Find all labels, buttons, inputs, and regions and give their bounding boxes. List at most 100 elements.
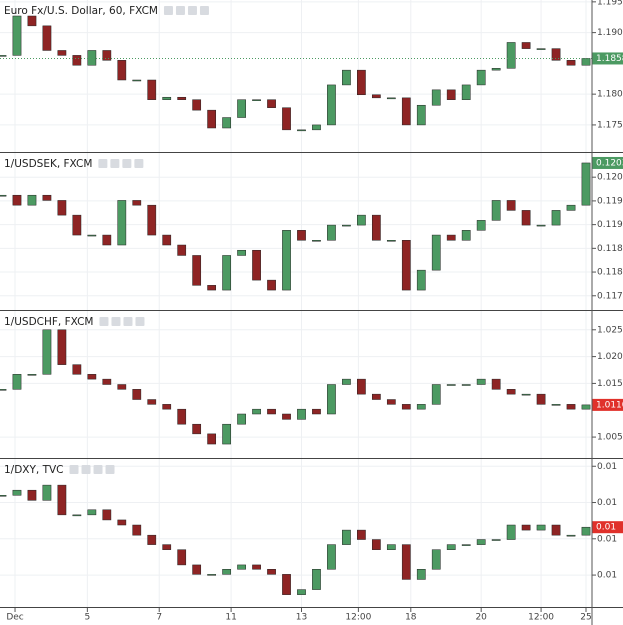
pane-button[interactable] [135, 317, 145, 326]
candle [357, 378, 366, 395]
pane-title: 1/USDSEK, FXCM [4, 158, 92, 170]
candle [252, 408, 261, 415]
candle [12, 194, 22, 206]
pane-button[interactable] [123, 317, 133, 326]
candle [401, 404, 411, 410]
candle [162, 234, 172, 246]
candle [57, 50, 67, 56]
candle [72, 364, 82, 375]
candle [566, 534, 576, 537]
candle [0, 55, 7, 57]
candle [147, 399, 157, 405]
pane-button[interactable] [93, 465, 103, 474]
candle [386, 240, 396, 242]
candle [42, 484, 52, 501]
pane-button[interactable] [163, 6, 173, 15]
candle [566, 404, 576, 410]
candle [312, 240, 321, 242]
candle [252, 99, 261, 101]
pane-button[interactable] [199, 6, 209, 15]
candle [371, 94, 381, 99]
candle [342, 378, 351, 385]
pane-button[interactable] [134, 159, 144, 168]
candle [162, 404, 172, 410]
price-label-bg [592, 398, 623, 411]
candle [581, 526, 591, 536]
candle [132, 389, 142, 400]
pane-button[interactable] [69, 465, 79, 474]
candle [446, 384, 456, 386]
candle [551, 404, 561, 406]
candle [72, 214, 82, 236]
candle [192, 99, 202, 111]
candle [446, 89, 456, 100]
candle [476, 220, 486, 231]
pane-button[interactable] [81, 465, 91, 474]
candle [566, 204, 576, 211]
pane-button[interactable] [175, 6, 185, 15]
candle [27, 15, 37, 27]
candle [117, 60, 127, 81]
candle [536, 224, 546, 227]
pane-button[interactable] [110, 159, 120, 168]
candle [357, 529, 366, 540]
candle [506, 42, 516, 69]
candle [237, 249, 246, 256]
pane-title: Euro Fx/U.S. Dollar, 60, FXCM [4, 5, 158, 17]
candle [357, 69, 366, 96]
candle [207, 285, 217, 291]
candle [476, 539, 486, 545]
candle [12, 374, 22, 390]
x-tick-label: Dec [6, 613, 23, 623]
y-tick-label: 1.1800 [597, 90, 623, 100]
candle [551, 48, 561, 61]
pane-button[interactable] [122, 159, 132, 168]
x-tick-label: 12:00 [528, 613, 554, 623]
candle [27, 489, 37, 501]
candle [342, 69, 351, 86]
candle [551, 524, 561, 536]
candle [371, 393, 381, 400]
price-label: 0.01 [596, 523, 616, 533]
y-tick-label: 1.0150 [597, 379, 623, 389]
candle [416, 269, 426, 291]
candle [12, 489, 22, 496]
x-tick-label: 25 [580, 613, 591, 623]
candle [72, 514, 82, 517]
candle [57, 329, 67, 365]
candle [237, 99, 246, 118]
candle [87, 509, 97, 516]
pane-button[interactable] [99, 317, 109, 326]
candle [476, 69, 486, 86]
pane-button[interactable] [111, 317, 121, 326]
candle [386, 544, 396, 550]
price-label-bg [592, 521, 623, 534]
candle [27, 374, 37, 376]
candle [312, 408, 321, 415]
candle [297, 230, 306, 241]
pane-button[interactable] [187, 6, 197, 15]
candle [42, 329, 52, 375]
candle [132, 524, 142, 536]
candle [27, 194, 37, 206]
candle [386, 97, 396, 100]
candle [551, 210, 561, 226]
candle [342, 529, 351, 545]
pane-button[interactable] [98, 159, 108, 168]
candle [327, 84, 336, 126]
candle [87, 234, 97, 237]
candle [207, 574, 217, 576]
candle [521, 393, 531, 396]
candle [371, 214, 381, 241]
price-label-bg [592, 156, 623, 169]
x-tick-label: 7 [156, 613, 162, 623]
candle [222, 569, 231, 575]
y-tick-label: 0.01 [597, 498, 617, 508]
pane-title: 1/USDCHF, FXCM [4, 316, 93, 328]
y-tick-label: 0.01 [597, 462, 617, 472]
candle [431, 384, 441, 405]
pane-button[interactable] [105, 465, 115, 474]
candle [0, 495, 7, 497]
